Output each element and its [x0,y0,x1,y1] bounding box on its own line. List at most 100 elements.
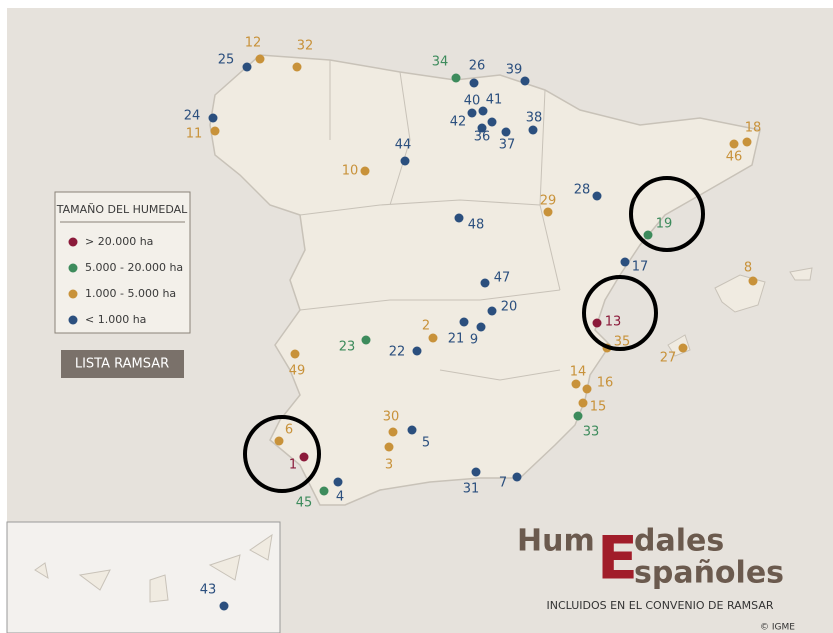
wetland-dot[interactable] [742,137,752,147]
wetland-label[interactable]: 7 [499,476,507,491]
wetland-dot[interactable] [487,117,497,127]
wetland-label[interactable]: 20 [501,300,518,315]
wetland-dot[interactable] [407,425,417,435]
wetland-label[interactable]: 23 [339,340,356,355]
wetland-dot[interactable] [454,213,464,223]
wetland-dot[interactable] [274,436,284,446]
wetland-dot[interactable] [476,322,486,332]
wetland-dot[interactable] [528,125,538,135]
wetland-label[interactable]: 31 [463,482,480,497]
wetland-label[interactable]: 35 [614,335,631,350]
wetland-dot[interactable] [678,343,688,353]
wetland-label[interactable]: 49 [289,364,306,379]
wetland-label[interactable]: 47 [494,271,511,286]
wetland-label[interactable]: 25 [218,53,235,68]
wetland-dot[interactable] [487,306,497,316]
wetland-label[interactable]: 33 [583,425,600,440]
wetland-dot[interactable] [501,127,511,137]
wetland-label[interactable]: 11 [186,127,203,142]
wetland-dot[interactable] [400,156,410,166]
wetland-label[interactable]: 24 [184,109,201,124]
wetland-dot[interactable] [384,442,394,452]
wetland-label[interactable]: 1 [289,458,297,473]
wetland-label[interactable]: 38 [526,111,543,126]
wetland-label[interactable]: 32 [297,39,314,54]
wetland-label[interactable]: 14 [570,365,587,380]
highlight-ring [629,176,705,252]
wetland-label[interactable]: 10 [342,164,359,179]
wetland-dot[interactable] [592,191,602,201]
wetland-dot[interactable] [480,278,490,288]
wetland-dot[interactable] [290,349,300,359]
wetland-dot[interactable] [467,108,477,118]
wetland-label[interactable]: 30 [383,410,400,425]
wetland-label[interactable]: 41 [486,93,503,108]
wetland-label[interactable]: 19 [656,217,673,232]
wetland-label[interactable]: 21 [448,332,465,347]
wetland-label[interactable]: 22 [389,345,406,360]
wetland-label[interactable]: 2 [422,319,430,334]
wetland-dot[interactable] [543,207,553,217]
wetland-dot[interactable] [459,317,469,327]
wetland-label[interactable]: 42 [450,115,467,130]
wetland-label[interactable]: 29 [540,194,557,209]
wetland-label[interactable]: 18 [745,121,762,136]
wetland-label[interactable]: 13 [605,315,622,330]
wetland-label[interactable]: 16 [597,376,614,391]
wetland-dot[interactable] [292,62,302,72]
wetland-label[interactable]: 26 [469,59,486,74]
wetland-label[interactable]: 48 [468,218,485,233]
wetland-label[interactable]: 4 [336,490,344,505]
wetland-dot[interactable] [319,486,329,496]
wetland-dot[interactable] [582,384,592,394]
wetland-dot[interactable] [388,427,398,437]
wetland-label[interactable]: 3 [385,458,393,473]
wetland-label[interactable]: 44 [395,138,412,153]
wetland-dot[interactable] [520,76,530,86]
wetland-dot[interactable] [571,379,581,389]
wetland-dot[interactable] [451,73,461,83]
wetland-label[interactable]: 34 [432,55,449,70]
wetland-label[interactable]: 28 [574,183,591,198]
wetland-label[interactable]: 39 [506,63,523,78]
wetland-dot[interactable] [208,113,218,123]
wetland-dot[interactable] [592,318,602,328]
ramsar-button-label[interactable]: LISTA RAMSAR [75,357,169,372]
ramsar-button[interactable] [61,350,184,378]
wetland-dot[interactable] [255,54,265,64]
wetland-label[interactable]: 12 [245,36,262,51]
wetland-dot[interactable] [469,78,479,88]
wetland-dot[interactable] [512,472,522,482]
wetland-dot[interactable] [242,62,252,72]
wetland-dot[interactable] [428,333,438,343]
wetland-dot[interactable] [643,230,653,240]
wetland-dot[interactable] [333,477,343,487]
wetland-label[interactable]: 27 [660,351,677,366]
wetland-label[interactable]: 9 [470,333,478,348]
wetland-label[interactable]: 37 [499,138,516,153]
wetland-label[interactable]: 43 [200,583,217,598]
wetland-dot[interactable] [729,139,739,149]
wetland-dot[interactable] [620,257,630,267]
wetland-label[interactable]: 45 [296,496,313,511]
wetland-label[interactable]: 40 [464,94,481,109]
wetland-label[interactable]: 5 [422,436,430,451]
wetland-label[interactable]: 8 [744,261,752,276]
wetland-label[interactable]: 15 [590,400,607,415]
wetland-dot[interactable] [573,411,583,421]
wetland-dot[interactable] [360,166,370,176]
wetland-dot[interactable] [471,467,481,477]
wetland-label[interactable]: 17 [632,260,649,275]
wetland-label[interactable]: 46 [726,150,743,165]
wetland-dot[interactable] [361,335,371,345]
wetland-dot[interactable] [477,123,487,133]
wetland-label[interactable]: 36 [474,130,491,145]
wetland-dot[interactable] [412,346,422,356]
wetland-label[interactable]: 6 [285,423,293,438]
wetland-dot[interactable] [478,106,488,116]
wetland-dot[interactable] [748,276,758,286]
wetland-dot[interactable] [219,601,229,611]
wetland-dot[interactable] [578,398,588,408]
wetland-dot[interactable] [210,126,220,136]
wetland-dot[interactable] [299,452,309,462]
